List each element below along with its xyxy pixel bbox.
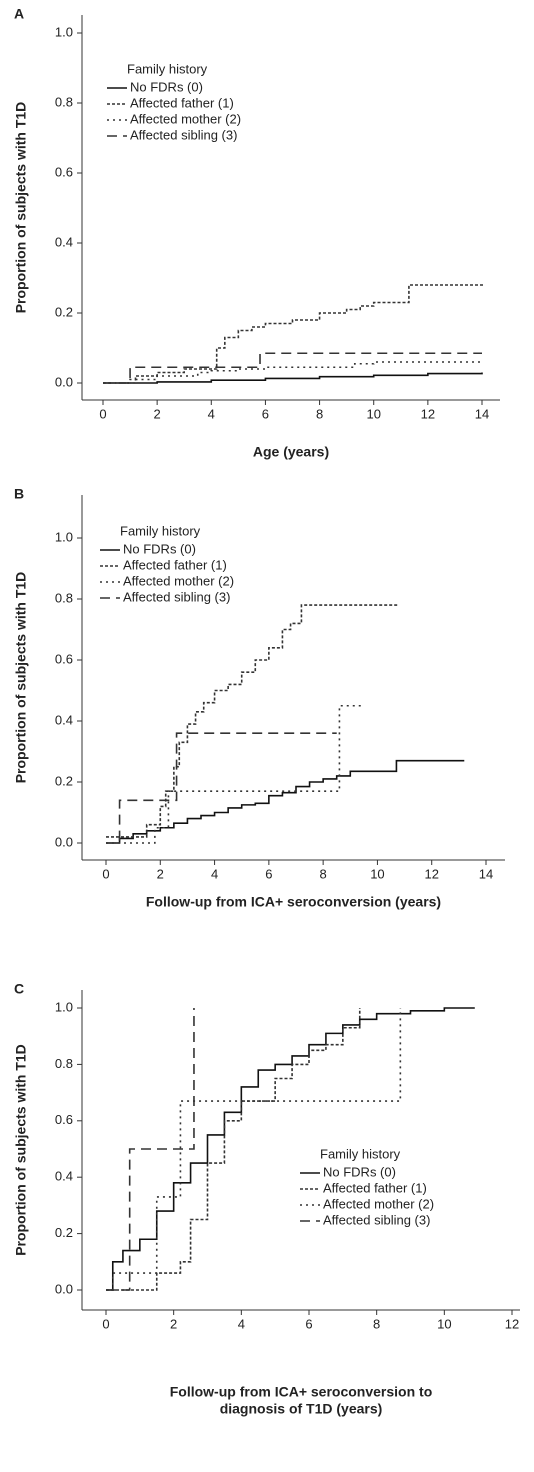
km-curve [106, 704, 364, 844]
x-axis-label: Age (years) [253, 444, 329, 460]
y-tick-label: 0.4 [55, 1169, 73, 1184]
km-curve [106, 1008, 195, 1291]
y-axis-label: Proportion of subjects with T1D [13, 572, 29, 784]
y-tick-label: 1.0 [55, 24, 73, 39]
km-curve [106, 1008, 361, 1291]
x-tick-label: 0 [99, 406, 106, 421]
legend-label: Affected father (1) [130, 95, 234, 110]
y-axis-label: Proportion of subjects with T1D [13, 102, 29, 314]
x-axis-label: diagnosis of T1D (years) [220, 1401, 383, 1417]
legend-label: Affected mother (2) [123, 573, 234, 588]
x-axis-label: Follow-up from ICA+ seroconversion to [170, 1384, 433, 1400]
y-tick-label: 0.6 [55, 164, 73, 179]
x-tick-label: 2 [170, 1316, 177, 1331]
x-tick-label: 14 [475, 406, 489, 421]
x-tick-label: 0 [102, 866, 109, 881]
legend-label: No FDRs (0) [323, 1164, 396, 1179]
x-tick-label: 8 [316, 406, 323, 421]
legend-title: Family history [320, 1146, 401, 1161]
y-tick-label: 0.8 [55, 590, 73, 605]
y-tick-label: 0.4 [55, 712, 73, 727]
x-tick-label: 2 [154, 406, 161, 421]
x-axis-label: Follow-up from ICA+ seroconversion (year… [146, 894, 441, 910]
x-tick-label: 4 [208, 406, 215, 421]
x-tick-label: 10 [437, 1316, 451, 1331]
legend-label: Affected father (1) [323, 1180, 427, 1195]
x-tick-label: 4 [238, 1316, 245, 1331]
legend-label: No FDRs (0) [130, 79, 203, 94]
legend-label: Affected sibling (3) [123, 589, 230, 604]
y-tick-label: 0.4 [55, 234, 73, 249]
x-tick-label: 12 [421, 406, 435, 421]
legend-label: No FDRs (0) [123, 541, 196, 556]
km-curve [106, 732, 337, 844]
legend-label: Affected mother (2) [323, 1196, 434, 1211]
x-tick-label: 4 [211, 866, 218, 881]
x-tick-label: 14 [479, 866, 493, 881]
y-tick-label: 0.2 [55, 773, 73, 788]
km-curve [106, 1007, 475, 1291]
y-tick-label: 0.0 [55, 374, 73, 389]
y-tick-label: 0.6 [55, 651, 73, 666]
legend-label: Affected sibling (3) [323, 1212, 430, 1227]
x-tick-label: 10 [370, 866, 384, 881]
km-curve [106, 604, 400, 838]
km-curve [106, 759, 465, 844]
km-curve [106, 1008, 402, 1291]
y-tick-label: 0.8 [55, 1056, 73, 1071]
x-tick-label: 12 [424, 866, 438, 881]
x-tick-label: 2 [157, 866, 164, 881]
y-tick-label: 0.2 [55, 304, 73, 319]
x-tick-label: 10 [366, 406, 380, 421]
legend-title: Family history [127, 61, 208, 76]
x-tick-label: 6 [305, 1316, 312, 1331]
y-tick-label: 1.0 [55, 999, 73, 1014]
km-curve [103, 284, 485, 384]
y-tick-label: 0.8 [55, 94, 73, 109]
x-tick-label: 8 [373, 1316, 380, 1331]
x-tick-label: 8 [320, 866, 327, 881]
y-tick-label: 0.6 [55, 1112, 73, 1127]
y-tick-label: 0.2 [55, 1225, 73, 1240]
km-curve [103, 372, 483, 384]
panel-label: B [14, 486, 24, 502]
y-tick-label: 0.0 [55, 1281, 73, 1296]
x-tick-label: 0 [102, 1316, 109, 1331]
panel-label: C [14, 981, 24, 997]
legend-label: Affected sibling (3) [130, 127, 237, 142]
x-tick-label: 6 [262, 406, 269, 421]
y-axis-label: Proportion of subjects with T1D [13, 1044, 29, 1256]
legend-label: Affected father (1) [123, 557, 227, 572]
y-tick-label: 1.0 [55, 529, 73, 544]
km-curve [103, 352, 482, 384]
y-tick-label: 0.0 [55, 834, 73, 849]
legend-title: Family history [120, 523, 201, 538]
panel-label: A [14, 6, 24, 22]
x-tick-label: 12 [505, 1316, 519, 1331]
x-tick-label: 6 [265, 866, 272, 881]
legend-label: Affected mother (2) [130, 111, 241, 126]
